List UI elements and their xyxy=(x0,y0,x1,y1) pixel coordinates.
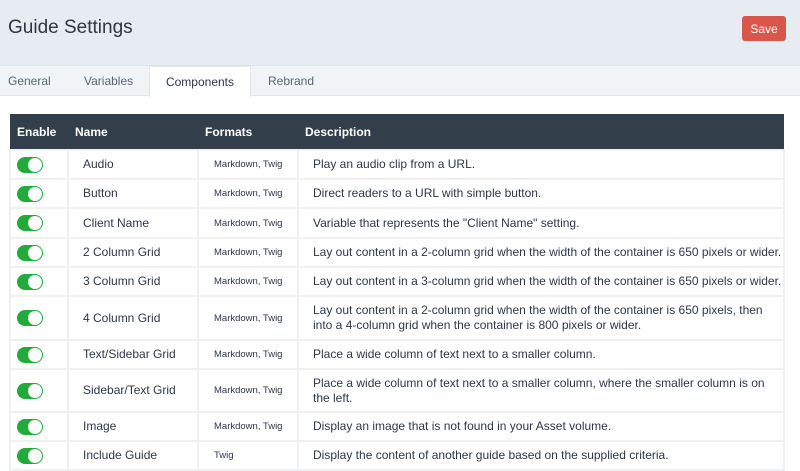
enable-toggle[interactable] xyxy=(17,244,43,261)
component-description: Place a wide column of text next to a sm… xyxy=(297,368,785,413)
component-formats: Twig xyxy=(197,440,299,471)
component-formats: Markdown, Twig xyxy=(197,178,299,209)
component-name: Sidebar/Text Grid xyxy=(67,368,199,413)
enable-toggle[interactable] xyxy=(17,273,43,290)
page-title: Guide Settings xyxy=(8,17,133,38)
table-row: Text/Sidebar Grid Markdown, Twig Place a… xyxy=(9,339,785,370)
component-name: Include Guide xyxy=(67,440,199,471)
table-row: Sidebar/Text Grid Markdown, Twig Place a… xyxy=(9,368,785,413)
tab-bar: General Variables Components Rebrand xyxy=(0,66,800,97)
table-row: 3 Column Grid Markdown, Twig Lay out con… xyxy=(9,266,785,297)
table-row: 2 Column Grid Markdown, Twig Lay out con… xyxy=(9,237,785,268)
enable-toggle[interactable] xyxy=(17,185,43,202)
table-row: Include Guide Twig Display the content o… xyxy=(9,440,785,471)
tab-general[interactable]: General xyxy=(8,74,51,88)
page-header: Guide Settings Save xyxy=(0,0,800,66)
component-name: Image xyxy=(67,411,199,442)
tab-rebrand[interactable]: Rebrand xyxy=(268,74,315,88)
component-formats: Markdown, Twig xyxy=(197,237,299,268)
component-formats: Markdown, Twig xyxy=(197,339,299,370)
component-formats: Markdown, Twig xyxy=(197,411,299,442)
enable-toggle[interactable] xyxy=(17,215,43,231)
header-description: Description xyxy=(298,114,784,150)
table-row: 4 Column Grid Markdown, Twig Lay out con… xyxy=(9,295,785,341)
enable-toggle[interactable] xyxy=(17,382,43,399)
component-description: Direct readers to a URL with simple butt… xyxy=(297,178,785,209)
tab-variables[interactable]: Variables xyxy=(84,74,134,88)
header-name: Name xyxy=(68,114,198,150)
component-description: Display an image that is not found in yo… xyxy=(297,411,785,442)
tab-components[interactable]: Components xyxy=(149,66,251,97)
component-name: 3 Column Grid xyxy=(67,266,199,297)
component-name: Text/Sidebar Grid xyxy=(67,339,199,370)
table-row: Client Name Markdown, Twig Variable that… xyxy=(9,207,785,239)
table-row: Button Markdown, Twig Direct readers to … xyxy=(9,178,785,209)
enable-toggle[interactable] xyxy=(17,156,43,173)
save-button[interactable]: Save xyxy=(742,16,786,41)
component-formats: Markdown, Twig xyxy=(197,295,299,341)
enable-toggle[interactable] xyxy=(17,418,43,435)
component-name: Button xyxy=(67,178,199,209)
component-formats: Markdown, Twig xyxy=(197,368,299,413)
component-description: Play an audio clip from a URL. xyxy=(297,149,785,180)
component-name: 2 Column Grid xyxy=(67,237,199,268)
header-enable: Enable xyxy=(10,114,68,150)
component-name: Client Name xyxy=(67,207,199,239)
component-formats: Markdown, Twig xyxy=(197,266,299,297)
enable-toggle[interactable] xyxy=(17,447,43,464)
enable-toggle[interactable] xyxy=(17,346,43,363)
table-row: Image Markdown, Twig Display an image th… xyxy=(9,411,785,442)
component-description: Place a wide column of text next to a sm… xyxy=(297,339,785,370)
component-formats: Markdown, Twig xyxy=(197,149,299,180)
component-name: 4 Column Grid xyxy=(67,295,199,341)
header-formats: Formats xyxy=(198,114,298,150)
component-description: Variable that represents the "Client Nam… xyxy=(297,207,785,239)
enable-toggle[interactable] xyxy=(17,310,43,326)
component-name: Audio xyxy=(67,149,199,180)
component-description: Display the content of another guide bas… xyxy=(297,440,785,471)
components-table: Enable Name Formats Description Audio Ma… xyxy=(9,114,785,471)
component-formats: Markdown, Twig xyxy=(197,207,299,239)
component-description: Lay out content in a 2-column grid when … xyxy=(297,237,785,268)
component-description: Lay out content in a 3-column grid when … xyxy=(297,266,785,297)
table-row: Audio Markdown, Twig Play an audio clip … xyxy=(9,149,785,180)
component-description: Lay out content in a 2-column grid when … xyxy=(297,295,785,341)
